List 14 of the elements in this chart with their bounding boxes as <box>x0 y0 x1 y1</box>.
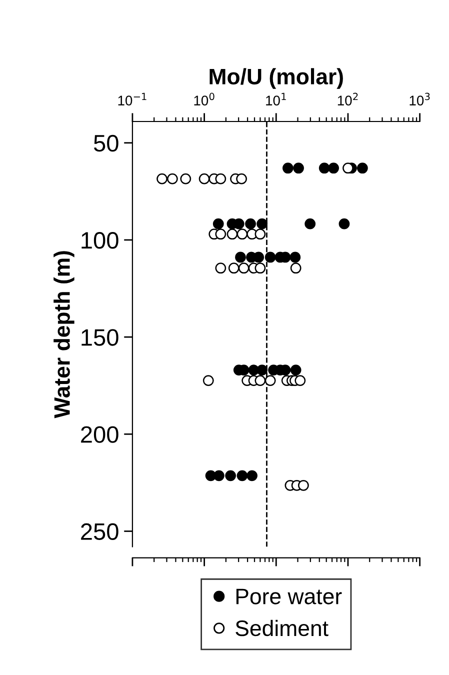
y-tick-label: 250 <box>81 523 118 540</box>
y-tick-label: 150 <box>82 329 118 346</box>
y-tick-label: 200 <box>81 426 118 443</box>
x-tick-label: 10$^{−1}$ <box>118 92 146 106</box>
x-tick-label: 10$^{2}$ <box>338 92 358 106</box>
y-axis-title: Water depth (m) <box>54 251 74 418</box>
y-tick-label: 100 <box>82 232 118 249</box>
legend-label: Sediment <box>236 620 328 636</box>
x-tick-label: 10$^{0}$ <box>194 92 214 106</box>
y-tick-label: 50 <box>94 134 118 152</box>
x-tick-label: 10$^{1}$ <box>266 92 286 106</box>
x-axis-title: Mo/U (molar) <box>210 68 343 89</box>
legend-label: Pore water <box>236 588 342 604</box>
x-tick-label: 10$^{3}$ <box>410 92 430 106</box>
